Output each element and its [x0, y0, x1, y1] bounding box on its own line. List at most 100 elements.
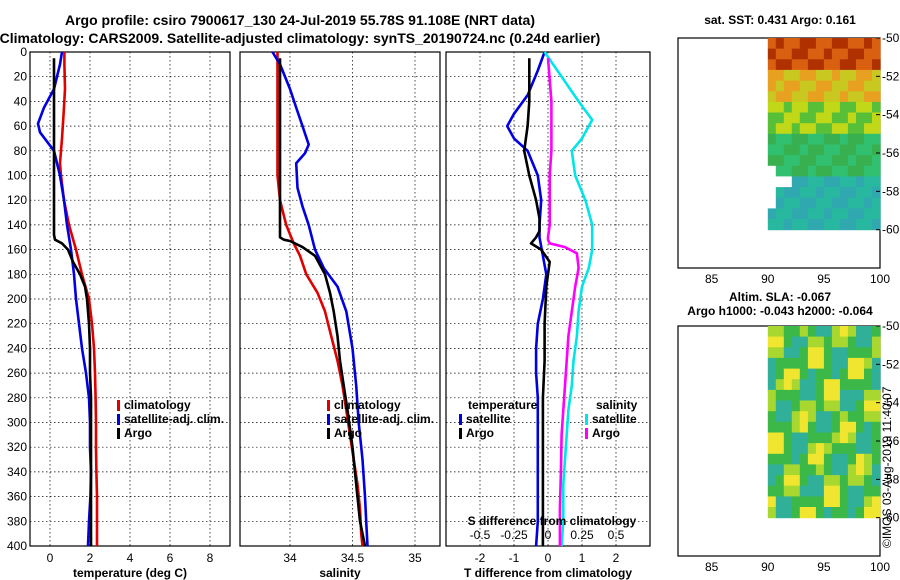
depth-tick-label: 80: [14, 144, 28, 158]
legend-swatch: [117, 428, 120, 439]
heatmap-cell: [775, 155, 785, 167]
heatmap-cell: [847, 48, 857, 60]
heatmap-cell: [775, 59, 785, 71]
x-tick-label: 4: [127, 551, 134, 565]
heatmap-cell: [767, 475, 777, 487]
x2-tick-label: -0.5: [470, 528, 491, 542]
heatmap-cell: [807, 187, 817, 199]
heatmap-cell: [775, 368, 785, 380]
legend-label: temperature: [468, 398, 538, 412]
heatmap-cell: [831, 485, 841, 497]
heatmap-cell: [807, 38, 817, 50]
heatmap-cell: [872, 112, 881, 124]
map-x-tick-label: 95: [817, 272, 831, 286]
heatmap-cell: [823, 197, 833, 209]
heatmap-cell: [823, 443, 833, 455]
x2-tick-label: 0.5: [608, 528, 625, 542]
heatmap-cell: [831, 464, 841, 476]
heatmap-cell: [872, 144, 881, 156]
heatmap-cell: [815, 208, 825, 220]
heatmap-cell: [856, 357, 865, 370]
heatmap-cell: [799, 176, 809, 188]
heatmap-cell: [831, 507, 841, 519]
heatmap-cell: [823, 421, 833, 433]
heatmap-cell: [815, 485, 825, 497]
heatmap-cell: [815, 421, 825, 433]
heatmap-cell: [799, 101, 809, 114]
heatmap-cell: [791, 59, 801, 71]
heatmap-cell: [864, 165, 873, 177]
heatmap-cell: [767, 208, 777, 220]
legend-swatch: [327, 400, 330, 411]
heatmap-cell: [783, 326, 793, 338]
heatmap-cell: [783, 187, 793, 199]
heatmap-cell: [791, 69, 801, 82]
heatmap-cell: [799, 144, 809, 156]
heatmap-cell: [791, 464, 801, 476]
heatmap-cell: [856, 187, 865, 199]
heatmap-cell: [872, 389, 881, 402]
heatmap-cell: [807, 411, 817, 423]
heatmap-cell: [783, 208, 793, 220]
heatmap-cell: [823, 464, 833, 476]
heatmap-cell: [791, 400, 801, 412]
heatmap-cell: [775, 197, 785, 209]
heatmap-cell: [799, 80, 809, 92]
heatmap-cell: [856, 219, 865, 231]
heatmap-cell: [864, 38, 873, 50]
heatmap-cell: [815, 176, 825, 188]
heatmap-cell: [839, 112, 849, 124]
legend-swatch: [327, 428, 330, 439]
heatmap-cell: [831, 112, 841, 124]
heatmap-cell: [791, 48, 801, 60]
heatmap-cell: [799, 326, 809, 338]
heatmap-cell: [807, 507, 817, 519]
heatmap-cell: [872, 443, 881, 455]
heatmap-cell: [831, 389, 841, 402]
heatmap-cell: [799, 464, 809, 476]
map-x-tick-label: 85: [705, 272, 719, 286]
depth-tick-label: 280: [7, 391, 27, 405]
heatmap-cell: [864, 400, 873, 412]
heatmap-cell: [807, 379, 817, 391]
heatmap-cell: [807, 326, 817, 338]
heatmap-cell: [783, 389, 793, 402]
heatmap-cell: [775, 496, 785, 508]
heatmap-cell: [856, 326, 865, 338]
heatmap-cell: [783, 176, 793, 188]
heatmap-cell: [807, 357, 817, 370]
heatmap-cell: [775, 411, 785, 423]
heatmap-cell: [839, 123, 849, 135]
map-x-tick-label: 85: [705, 560, 719, 574]
heatmap-cell: [872, 155, 881, 167]
heatmap-cell: [847, 133, 857, 145]
heatmap-cell: [791, 38, 801, 50]
heatmap-cell: [847, 155, 857, 167]
heatmap-cell: [856, 507, 865, 519]
legend-swatch: [117, 400, 120, 411]
heatmap-cell: [864, 336, 873, 348]
heatmap-cell: [815, 507, 825, 519]
heatmap-cell: [807, 155, 817, 167]
heatmap-cell: [783, 507, 793, 519]
heatmap-cell: [791, 155, 801, 167]
heatmap-cell: [831, 208, 841, 220]
heatmap-cell: [807, 69, 817, 82]
heatmap-cell: [767, 411, 777, 423]
heatmap-cell: [767, 38, 777, 50]
heatmap-cell: [799, 187, 809, 199]
heatmap-cell: [856, 411, 865, 423]
heatmap-cell: [799, 379, 809, 391]
heatmap-cell: [799, 368, 809, 380]
heatmap-cell: [856, 80, 865, 92]
heatmap-cell: [791, 336, 801, 348]
heatmap-cell: [839, 38, 849, 50]
heatmap-cell: [823, 496, 833, 508]
heatmap-cell: [872, 197, 881, 209]
heatmap-cell: [847, 379, 857, 391]
heatmap-cell: [823, 208, 833, 220]
heatmap-cell: [847, 101, 857, 114]
series-line-t-satellite: [505, 51, 548, 547]
heatmap-cell: [807, 165, 817, 177]
heatmap-cell: [872, 453, 881, 465]
